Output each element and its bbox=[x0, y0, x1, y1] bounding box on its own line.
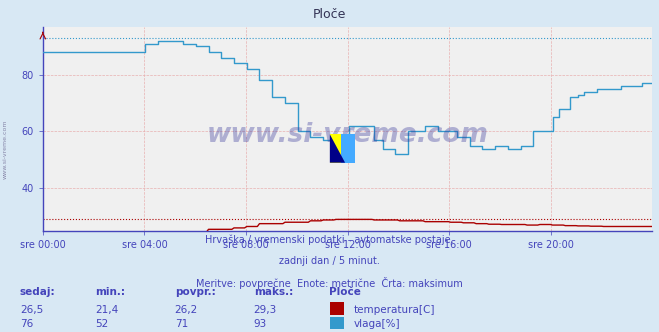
Polygon shape bbox=[330, 134, 345, 163]
Text: 76: 76 bbox=[20, 319, 33, 329]
Text: 26,5: 26,5 bbox=[20, 305, 43, 315]
Text: 29,3: 29,3 bbox=[254, 305, 277, 315]
Text: vlaga[%]: vlaga[%] bbox=[353, 319, 400, 329]
Text: 21,4: 21,4 bbox=[96, 305, 119, 315]
Text: zadnji dan / 5 minut.: zadnji dan / 5 minut. bbox=[279, 256, 380, 266]
Text: 26,2: 26,2 bbox=[175, 305, 198, 315]
Bar bbox=[330, 134, 355, 163]
Text: Ploče: Ploče bbox=[330, 287, 361, 297]
Text: temperatura[C]: temperatura[C] bbox=[353, 305, 435, 315]
Text: min.:: min.: bbox=[96, 287, 126, 297]
Text: sedaj:: sedaj: bbox=[20, 287, 55, 297]
Text: maks.:: maks.: bbox=[254, 287, 293, 297]
Text: 71: 71 bbox=[175, 319, 188, 329]
Text: Hrvaška / vremenski podatki - avtomatske postaje.: Hrvaška / vremenski podatki - avtomatske… bbox=[205, 234, 454, 245]
Text: Meritve: povprečne  Enote: metrične  Črta: maksimum: Meritve: povprečne Enote: metrične Črta:… bbox=[196, 277, 463, 289]
Text: 93: 93 bbox=[254, 319, 267, 329]
Text: 52: 52 bbox=[96, 319, 109, 329]
Text: www.si-vreme.com: www.si-vreme.com bbox=[3, 120, 8, 179]
Text: povpr.:: povpr.: bbox=[175, 287, 215, 297]
Text: www.si-vreme.com: www.si-vreme.com bbox=[207, 122, 488, 148]
Text: Ploče: Ploče bbox=[313, 8, 346, 21]
Bar bbox=[341, 134, 355, 163]
